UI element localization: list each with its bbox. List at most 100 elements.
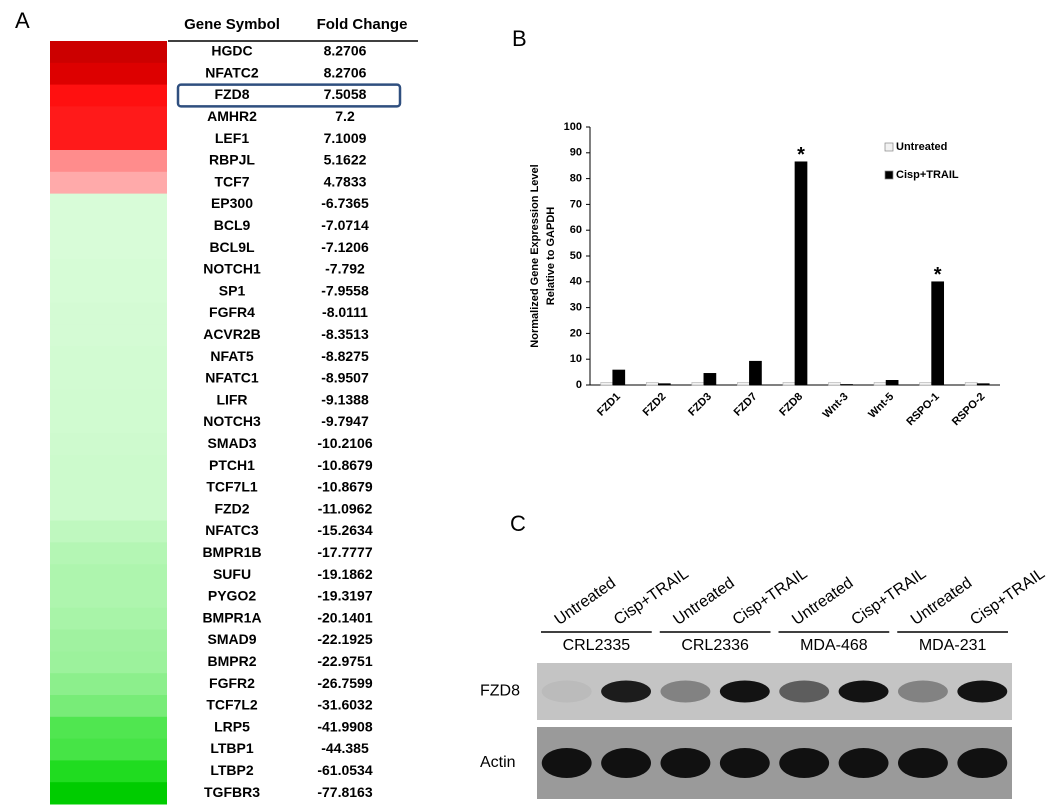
- blot-band: [779, 748, 830, 778]
- y-tick-label: 20: [570, 327, 582, 339]
- gene-symbol: HGDC: [211, 43, 252, 59]
- fold-change: -15.2634: [317, 522, 372, 538]
- annotation: *: [934, 264, 942, 286]
- fold-change: -20.1401: [317, 609, 372, 625]
- gene-symbol: FZD2: [215, 500, 250, 516]
- gene-symbol: SP1: [219, 282, 246, 298]
- gene-symbol: BMPR1B: [202, 544, 261, 560]
- heatmap-cell: [50, 193, 167, 216]
- group-label: MDA-468: [800, 637, 868, 654]
- fold-change: -6.7365: [321, 195, 369, 211]
- gene-symbol: NOTCH1: [203, 261, 261, 277]
- panel-label: A: [15, 8, 30, 33]
- gene-symbol: RBPJL: [209, 152, 255, 168]
- heatmap-cell: [50, 324, 167, 347]
- gene-symbol: BMPR1A: [202, 609, 261, 625]
- bar: [612, 369, 626, 386]
- heatmap-cell: [50, 651, 167, 674]
- gene-symbol: FZD8: [215, 86, 250, 102]
- gene-symbol: SMAD9: [207, 631, 256, 647]
- panel-label: C: [510, 511, 526, 536]
- heatmap-cell: [50, 782, 167, 805]
- fold-change: -61.0534: [317, 762, 372, 778]
- y-tick-label: 10: [570, 353, 582, 365]
- heatmap-cell: [50, 150, 167, 173]
- blot-band: [838, 680, 889, 703]
- x-tick-label: RSPO-2: [950, 391, 987, 428]
- y-tick-label: 0: [576, 379, 582, 391]
- bar: [737, 382, 750, 386]
- gene-symbol: LIFR: [216, 391, 247, 407]
- x-tick-label: FZD1: [595, 391, 623, 419]
- fold-change: -8.9507: [321, 370, 369, 386]
- blot-band: [838, 748, 889, 778]
- bar: [600, 382, 614, 386]
- heatmap-cell: [50, 498, 167, 522]
- bar: [657, 383, 671, 386]
- bar: [703, 373, 717, 386]
- y-tick-label: 50: [570, 250, 582, 262]
- y-axis-label-line: Relative to GAPDH: [545, 207, 557, 305]
- fold-change: 7.2: [335, 108, 355, 124]
- fold-change: 8.2706: [324, 64, 367, 80]
- heatmap-cell: [50, 542, 167, 565]
- blot-band: [898, 680, 948, 703]
- x-tick-label: Wnt-5: [866, 391, 896, 421]
- y-tick-label: 90: [570, 147, 582, 159]
- fold-change: -31.6032: [317, 697, 372, 713]
- x-tick-label: FZD2: [641, 391, 669, 419]
- gene-symbol: NFAT5: [210, 348, 254, 364]
- gene-symbol: TGFBR3: [204, 784, 260, 800]
- x-tick-label: FZD8: [777, 391, 805, 419]
- gene-symbol: NFATC2: [205, 64, 259, 80]
- fold-change: -10.8679: [317, 479, 372, 495]
- heatmap-cell: [50, 607, 167, 631]
- gene-symbol: LRP5: [214, 718, 250, 734]
- fold-change: -7.792: [325, 261, 365, 277]
- heatmap-cell: [50, 411, 167, 434]
- blot-band: [660, 680, 711, 703]
- heatmap-cell: [50, 433, 167, 456]
- blot-band: [541, 680, 592, 703]
- blot-band: [957, 680, 1008, 703]
- fold-change: 4.7833: [324, 173, 367, 189]
- legend-swatch: [884, 170, 894, 180]
- gene-symbol: ACVR2B: [203, 326, 261, 342]
- lane-label: Untreated: [552, 575, 619, 629]
- fold-change: 7.1009: [324, 130, 367, 146]
- legend-swatch: [884, 142, 894, 152]
- blot-band: [660, 748, 711, 778]
- y-tick-label: 70: [570, 198, 582, 210]
- fold-change: 7.5058: [324, 86, 367, 102]
- gene-symbol: FGFR2: [209, 675, 255, 691]
- fold-change: -7.9558: [321, 282, 369, 298]
- gene-symbol: AMHR2: [207, 108, 257, 124]
- gene-symbol: EP300: [211, 195, 253, 211]
- group-label: CRL2336: [681, 637, 749, 654]
- fold-change: -7.0714: [321, 217, 369, 233]
- bar: [828, 382, 841, 386]
- heatmap-cell: [50, 760, 167, 783]
- fold-change: -19.3197: [317, 588, 372, 604]
- heatmap-cell: [50, 564, 167, 587]
- panel-label: B: [512, 26, 527, 51]
- table-header: Fold Change: [317, 16, 408, 33]
- gene-symbol: PTCH1: [209, 457, 255, 473]
- fold-change: 5.1622: [324, 152, 367, 168]
- fold-change: -22.1925: [317, 631, 372, 647]
- gene-symbol: BCL9: [214, 217, 251, 233]
- heatmap-cell: [50, 738, 167, 761]
- gene-symbol: FGFR4: [209, 304, 255, 320]
- heatmap-cell: [50, 586, 167, 609]
- y-tick-label: 100: [564, 121, 582, 133]
- x-tick-label: FZD3: [686, 391, 714, 419]
- x-tick-label: Wnt-3: [821, 391, 851, 421]
- heatmap-cell: [50, 477, 167, 500]
- y-tick-label: 30: [570, 302, 582, 314]
- lane-label: Cisp+TRAIL: [967, 565, 1048, 629]
- bar: [885, 380, 899, 386]
- heatmap-cell: [50, 106, 167, 129]
- x-tick-label: RSPO-1: [904, 391, 941, 428]
- bar: [840, 384, 853, 386]
